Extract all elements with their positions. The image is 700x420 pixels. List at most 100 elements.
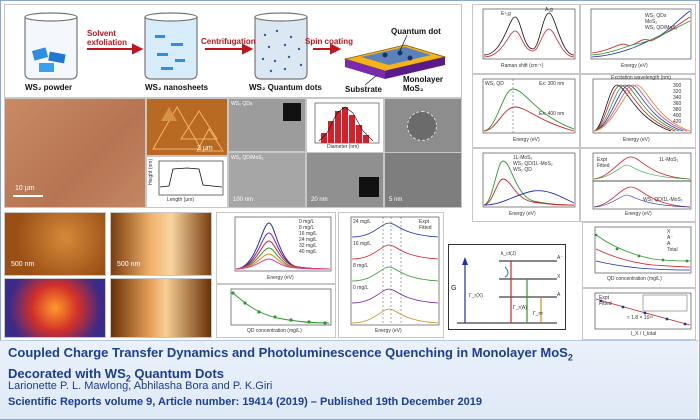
qd-legend-item: 32 mg/L [299, 243, 318, 249]
excitation-legend-item: 420 [673, 119, 682, 125]
kinetics-legend-item: A⁻ [667, 235, 673, 241]
band-label-g: G [451, 285, 457, 292]
quantum-dot-particle [407, 111, 437, 141]
paper-authors: Larionette P. L. Mawlong, Abhilasha Bora… [8, 380, 273, 392]
fit-legend: Expt Fitted [597, 157, 610, 169]
absorbance-svg [590, 8, 692, 60]
kinetics-legend-item: A [667, 241, 671, 247]
rate-annotation: ≈ 1.8 × 10¹³ [627, 315, 653, 321]
pl-small-legend-item-2: Ex: 400 nm [539, 111, 565, 117]
beaker-quantum-dots [254, 12, 308, 80]
tem-label-1: WS₂ QDs [231, 101, 253, 107]
tem-image-3: 20 nm [306, 152, 384, 208]
kinetics-legend-item: Total [667, 247, 678, 253]
stack-legend: Expt Fitted [419, 219, 432, 231]
centrifugation-label: Centrifugation [201, 37, 256, 46]
title-part-2: Decorated with WS [8, 365, 126, 381]
beaker-nanosheets [144, 12, 198, 80]
raman-plot: E¹₂g A₁g Raman shift (cm⁻¹) [472, 4, 580, 74]
monolayer-label: Monolayer MoS₂ [403, 75, 444, 93]
afm-map-2-scale: 500 nm [117, 261, 141, 268]
composite-svg [482, 152, 576, 208]
fit-svg [592, 152, 692, 210]
exfoliation-label: Solvent exfoliation [87, 29, 128, 47]
quench-svg [230, 288, 332, 326]
kinetics-xlabel: QD concentration (mg/L) [607, 276, 662, 282]
pl-small-legend: Ex: 300 nm [539, 81, 564, 88]
schematic-panel: WS₂ powder Solvent exfoliation WS₂ nanos… [4, 4, 462, 98]
title-part-3: Quantum Dots [130, 365, 224, 381]
fit-legend-item: Expt [597, 157, 608, 163]
excitation-svg [592, 78, 692, 134]
qd-pl-plot: 0 mg/L 8 mg/L 16 mg/L 24 mg/L 32 mg/L 40… [216, 212, 336, 284]
raman-svg [482, 8, 576, 60]
excitation-legend-item: 300 [673, 83, 682, 89]
qd-label: Quantum dot [391, 27, 441, 36]
excitation-legend: 300 320 340 360 380 400 420 [673, 83, 681, 125]
process-arrows [87, 43, 342, 55]
saed-inset-1 [283, 103, 301, 121]
excitation-legend-item: 360 [673, 101, 682, 107]
saed-inset-2 [359, 177, 379, 197]
kinetics-plot: X A⁻ A Total QD concentration (mg/L) [582, 222, 696, 288]
absorbance-plot: WS₂ QDs MoS₂ WS₂ QD/MoS₂ Energy (eV) [580, 4, 696, 74]
pl-excitation-small: Ex: 300 nm Ex: 400 nm WS₂ QD Energy (eV) [472, 74, 580, 148]
tem-scale-3: 5 nm [389, 197, 403, 203]
title-part-1: Coupled Charge Transfer Dynamics and Pho… [8, 345, 568, 360]
afm-scale-label: 2 μm [197, 145, 213, 152]
stack-label-3: 8 mg/L [353, 263, 369, 269]
band-label-grx: Γ_r(X) [469, 293, 483, 299]
band-label-kct: k_ct(J) [501, 251, 516, 257]
raman-xlabel: Raman shift (cm⁻¹) [501, 63, 544, 69]
rate-plot: Expt Fitted ≈ 1.8 × 10¹³ I_X / I_total [582, 288, 696, 340]
pl-small-xlabel: Energy (eV) [513, 137, 540, 143]
rate-svg [594, 292, 692, 330]
excitation-plot: Excitation wavelength (nm) 300 320 340 3… [580, 74, 696, 148]
substrate-label: Substrate [345, 85, 382, 94]
afm-map-4 [110, 278, 212, 338]
spin-coating-label: Spin coating [305, 37, 353, 46]
band-label-gnr: Γ_nr [533, 311, 543, 317]
quench-xlabel: QD concentration (mg/L) [247, 328, 302, 334]
fit-xlabel: Energy (eV) [625, 211, 652, 217]
qd-xlabel: Energy (eV) [267, 275, 294, 281]
fit-pl-plot: 1L-MoS₂ WS₂ QD/1L-MoS₂ Expt Fitted Energ… [580, 148, 696, 222]
stack-legend-item: Fitted [419, 225, 432, 231]
band-label-gra: Γ_r(A) [513, 305, 527, 311]
kinetics-svg [594, 226, 692, 274]
height-profile-plot [158, 160, 224, 196]
tem-image-2: WS₂ QD/MoS₂ 100 nm [228, 152, 306, 208]
composite-xlabel: Energy (eV) [509, 211, 536, 217]
pl-small-svg [482, 78, 576, 134]
afm-triangles-image: 2 μm [146, 98, 228, 156]
size-histogram: Diameter (nm) [306, 98, 384, 154]
composite-pl-plot: 1L-MoS₂ WS₂ QD/1L-MoS₂ WS₂ QD Energy (eV… [472, 148, 580, 222]
qd-legend-item: 24 mg/L [299, 237, 318, 243]
band-svg [457, 257, 557, 324]
afm-map-1: 500 nm [4, 212, 106, 276]
band-diagram: G k_ct(J) Γ_r(X) Γ_r(A) A⁻ X A Γ_nr [448, 244, 566, 330]
powder-label: WS₂ powder [25, 83, 73, 92]
excitation-xlabel: Energy (eV) [623, 137, 650, 143]
afm-map-2: 500 nm [110, 212, 212, 276]
pl-small-tag: WS₂ QD [485, 81, 504, 87]
pl-small-legend-item: Ex: 300 nm [539, 81, 565, 87]
optical-scale-label: 10 μm [15, 185, 35, 192]
citation-footer [0, 340, 698, 419]
height-ylabel: Height (nm) [148, 158, 154, 185]
composite-legend-item: WS₂ QD [513, 167, 532, 173]
nanosheets-label: WS₂ nanosheets [145, 83, 209, 92]
quench-plot: QD concentration (mg/L) [216, 284, 336, 338]
rate-legend-item: Fitted [599, 301, 612, 307]
kinetics-legend-item: X [667, 229, 671, 235]
abs-xlabel: Energy (eV) [621, 63, 648, 69]
excitation-legend-item: 400 [673, 113, 682, 119]
quantum-dots-label: WS₂ Quantum dots [249, 83, 322, 92]
abs-legend-item: WS₂ QD/MoS₂ [645, 25, 678, 31]
stacked-svg [350, 216, 440, 326]
excitation-title: Excitation wavelength (nm) [611, 75, 672, 81]
excitation-legend-item: 340 [673, 95, 682, 101]
tem-scale-2: 20 nm [311, 197, 328, 203]
excitation-legend-item: 380 [673, 107, 682, 113]
rate-legend-item: Expt [599, 295, 610, 301]
